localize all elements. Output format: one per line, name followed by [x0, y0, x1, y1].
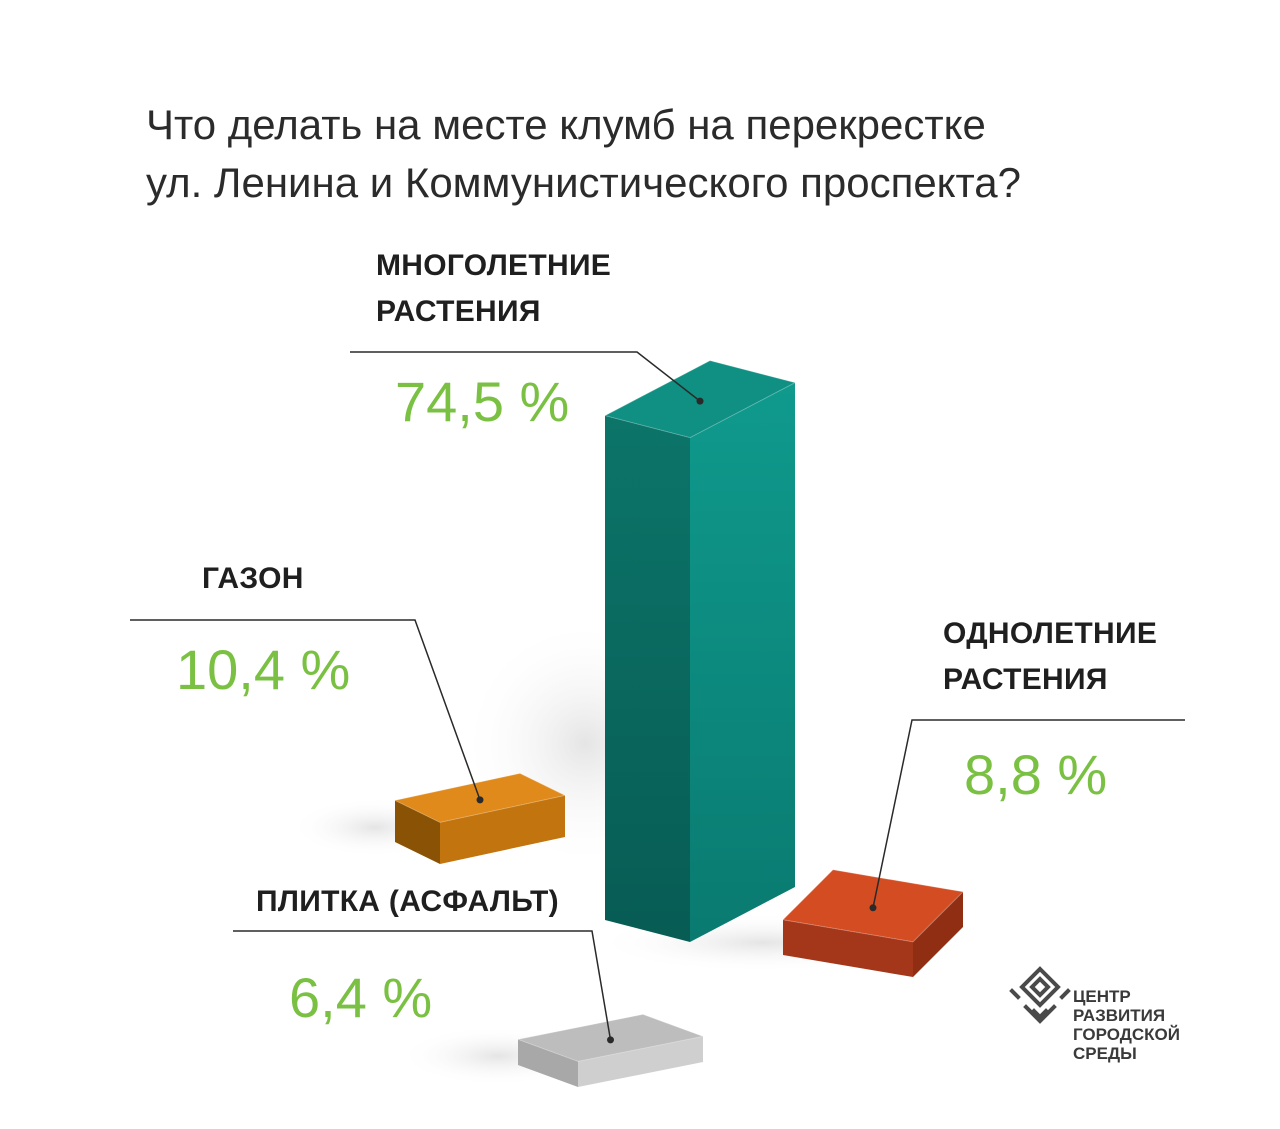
- leader-line-perennial: [350, 351, 701, 402]
- bar-tile-left-face: [518, 1039, 578, 1087]
- leader-dot-lawn: [476, 796, 484, 804]
- logo-line-4: СРЕДЫ: [1073, 1044, 1137, 1063]
- category-label-lawn: ГАЗОН: [202, 556, 304, 602]
- category-label-perennial-line2: РАСТЕНИЯ: [376, 295, 541, 328]
- logo-icon: [1009, 966, 1071, 1024]
- category-label-lawn-line1: ГАЗОН: [202, 562, 304, 595]
- leader-dot-perennial: [696, 397, 704, 405]
- category-label-tile-line1: ПЛИТКА (АСФАЛЬТ): [256, 885, 559, 918]
- logo-line-2: РАЗВИТИЯ: [1073, 1006, 1166, 1025]
- value-label-annual: 8,8 %: [964, 743, 1108, 806]
- bar-lawn-right-face: [440, 795, 565, 864]
- category-label-annual-line2: РАСТЕНИЯ: [943, 663, 1108, 696]
- category-label-perennial: МНОГОЛЕТНИЕ РАСТЕНИЯ: [376, 243, 611, 335]
- category-label-perennial-line1: МНОГОЛЕТНИЕ: [376, 249, 612, 282]
- bar-tile-right-face: [578, 1036, 703, 1087]
- leader-line-tile: [233, 930, 612, 1041]
- bar-annual-right-face: [913, 891, 963, 977]
- chart-title: Что делать на месте клумб на перекрестке…: [146, 96, 1146, 212]
- leader-lines: [130, 351, 1185, 1044]
- title-line-2: ул. Ленина и Коммунистического проспекта…: [146, 159, 1022, 206]
- title-line-1: Что делать на месте клумб на перекрестке: [146, 101, 986, 148]
- leader-dot-annual: [869, 904, 877, 912]
- leader-dot-tile: [607, 1036, 614, 1044]
- value-label-lawn: 10,4 %: [176, 638, 351, 701]
- value-label-perennial: 74,5 %: [395, 370, 570, 433]
- value-label-tile: 6,4 %: [289, 966, 433, 1029]
- bar-perennial-right-face: [690, 382, 795, 942]
- category-label-tile: ПЛИТКА (АСФАЛЬТ): [256, 879, 559, 925]
- logo-line-3: ГОРОДСКОЙ: [1073, 1025, 1180, 1044]
- category-label-annual-line1: ОДНОЛЕТНИЕ: [943, 617, 1158, 650]
- bar-perennial: [603, 360, 797, 942]
- bar-perennial-left-face: [605, 415, 690, 942]
- logo-line-1: ЦЕНТР: [1073, 987, 1131, 1006]
- category-label-annual: ОДНОЛЕТНИЕ РАСТЕНИЯ: [943, 611, 1157, 703]
- bar-annual-left-face: [783, 919, 913, 977]
- bar-lawn-left-face: [395, 800, 440, 864]
- leader-line-lawn: [130, 619, 481, 801]
- logo-text: ЦЕНТР РАЗВИТИЯ ГОРОДСКОЙ СРЕДЫ: [1073, 987, 1180, 1063]
- leader-line-annual: [872, 719, 1185, 908]
